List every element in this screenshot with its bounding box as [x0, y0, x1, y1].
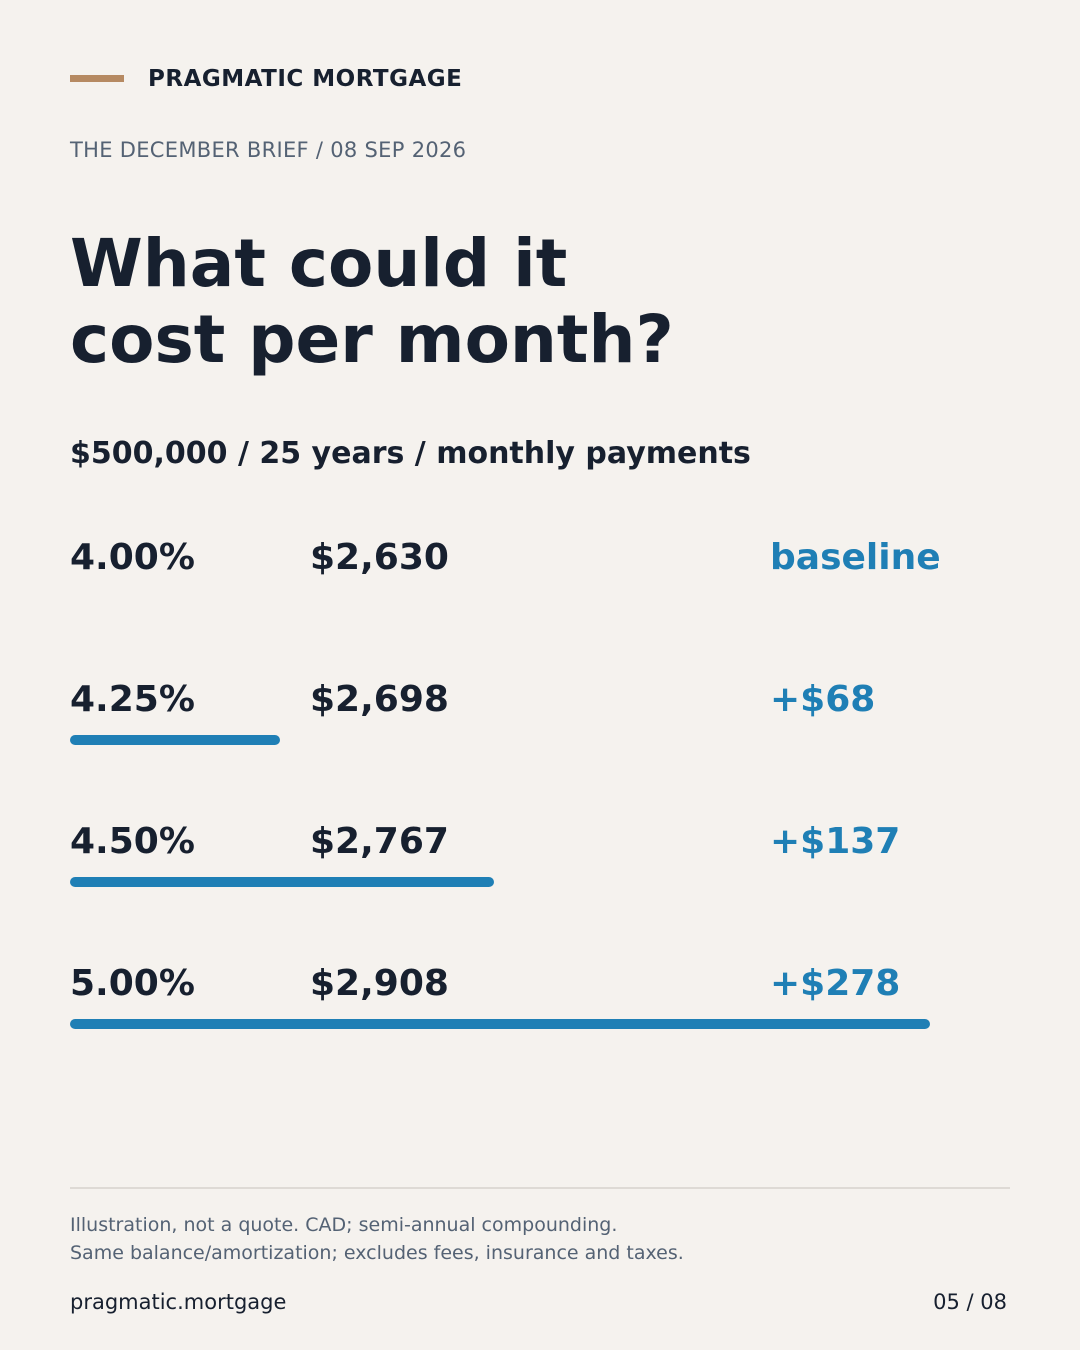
footer-page-number: 05 / 08: [933, 1290, 1007, 1314]
rate-label: 4.50%: [70, 821, 195, 862]
rate-label: 4.00%: [70, 537, 195, 578]
loan-parameters-subhead: $500,000 / 25 years / monthly payments: [70, 436, 751, 471]
rate-label: 5.00%: [70, 963, 195, 1004]
brand-accent-bar: [70, 75, 124, 82]
payment-difference-label: baseline: [770, 537, 941, 578]
payment-difference-label: +$278: [770, 963, 901, 1004]
footer-divider: [70, 1187, 1010, 1189]
monthly-payment-label: $2,698: [310, 679, 449, 720]
footer-website: pragmatic.mortgage: [70, 1290, 287, 1314]
rate-label: 4.25%: [70, 679, 195, 720]
footnote-line-2: Same balance/amortization; excludes fees…: [70, 1242, 684, 1264]
brand-name: PRAGMATIC MORTGAGE: [148, 66, 463, 92]
payment-difference-label: +$137: [770, 821, 901, 862]
monthly-payment-label: $2,908: [310, 963, 449, 1004]
headline-line-2: cost per month?: [70, 301, 674, 378]
difference-bar: [70, 735, 280, 745]
headline: What could it cost per month?: [70, 226, 870, 378]
footnote-line-1: Illustration, not a quote. CAD; semi-ann…: [70, 1214, 618, 1236]
headline-line-1: What could it: [70, 225, 568, 302]
issue-date-line: THE DECEMBER BRIEF / 08 SEP 2026: [70, 138, 467, 162]
difference-bar: [70, 877, 494, 887]
payment-comparison-chart: 4.00% $2,630 baseline 4.25% $2,698 +$68 4.50% $…: [70, 537, 941, 1029]
payment-difference-label: +$68: [770, 679, 876, 720]
monthly-payment-label: $2,767: [310, 821, 449, 862]
monthly-payment-label: $2,630: [310, 537, 449, 578]
difference-bar: [70, 1019, 930, 1029]
